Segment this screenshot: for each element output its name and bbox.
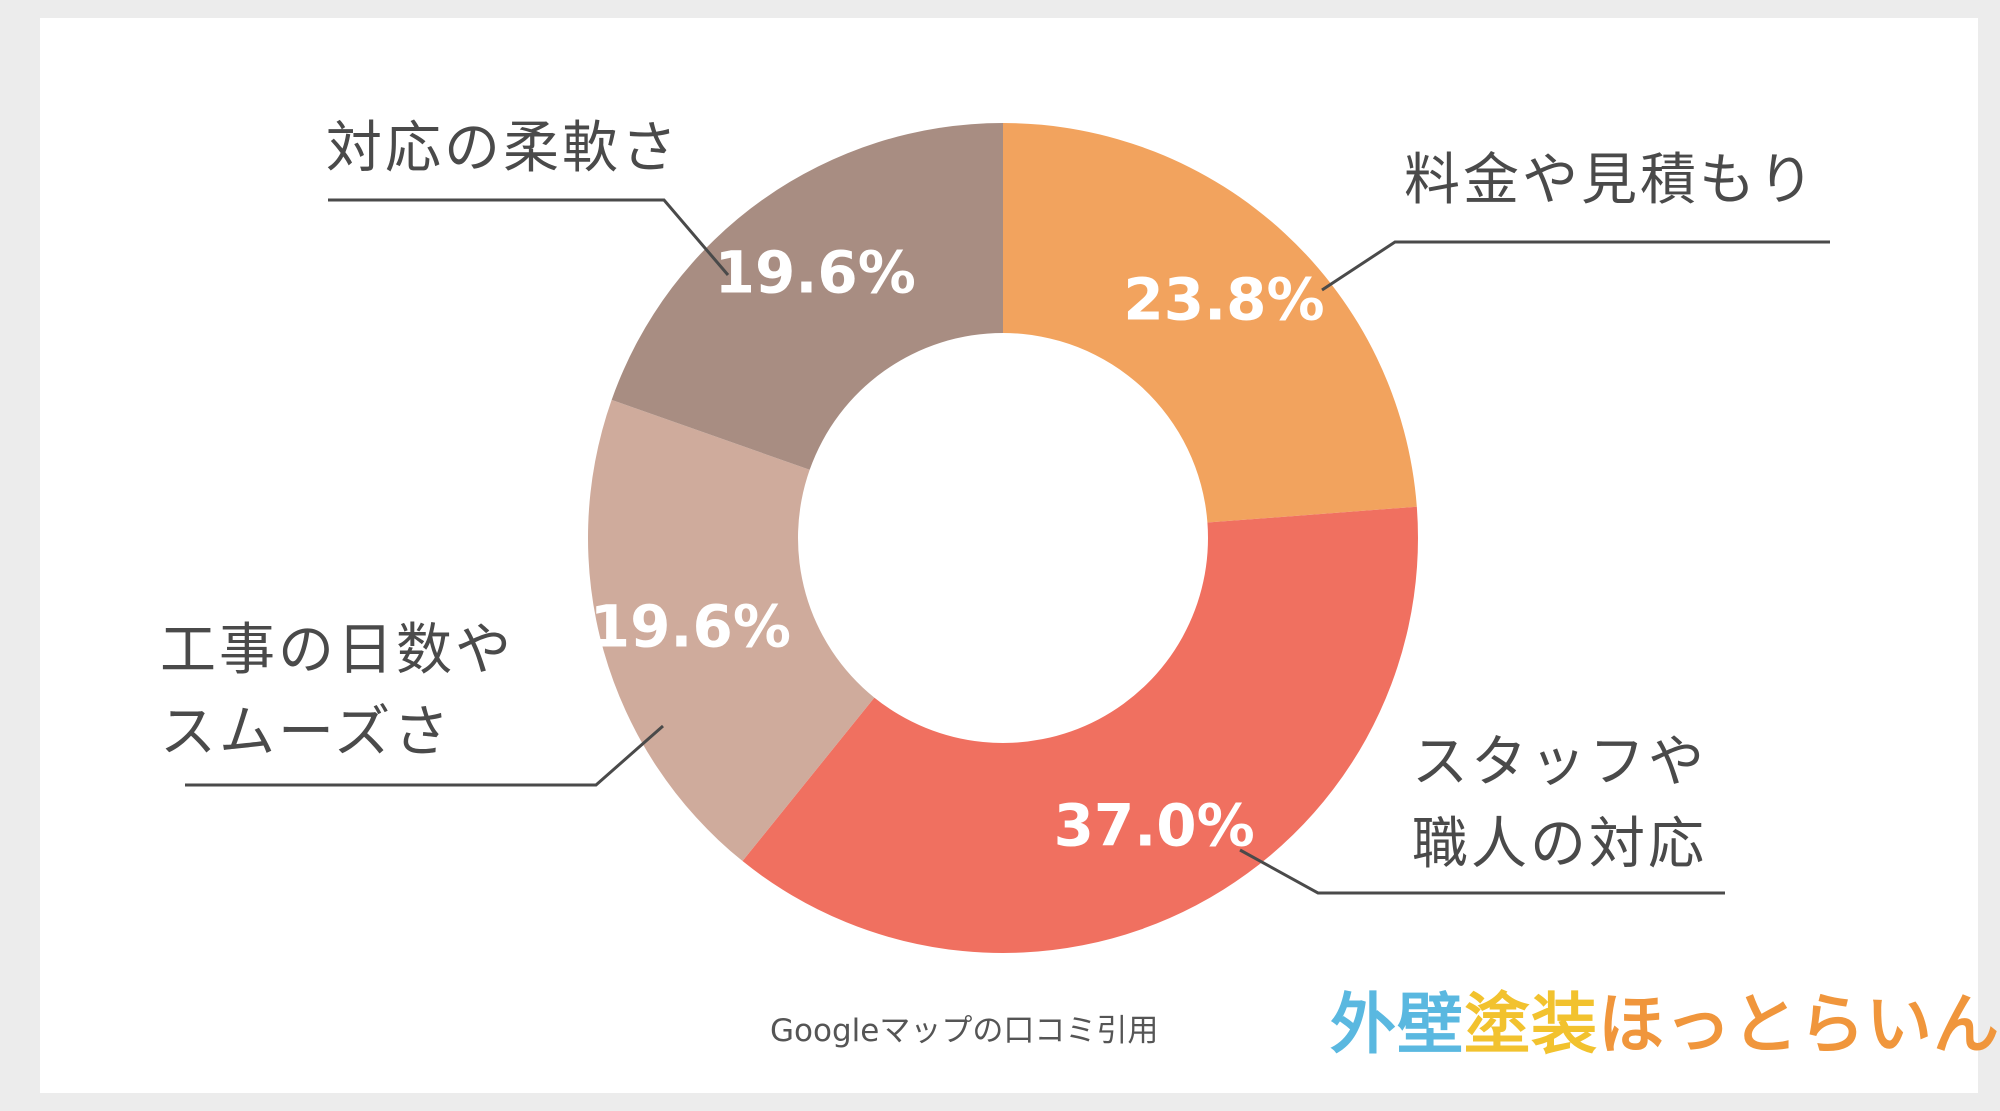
logo-part-2: 塗装 bbox=[1464, 986, 1598, 1063]
logo-part-3: ほっとらいん bbox=[1598, 986, 2000, 1063]
percent-label-flexibility: 19.6% bbox=[715, 239, 916, 307]
percent-label-pricing: 23.8% bbox=[1123, 266, 1324, 334]
category-label-line: スムーズさ bbox=[160, 700, 453, 765]
slice-pricing bbox=[1003, 123, 1417, 523]
slice-flexibility bbox=[611, 123, 1003, 470]
category-label-schedule: 工事の日数や スムーズさ bbox=[160, 610, 514, 774]
percent-label-schedule: 19.6% bbox=[590, 593, 791, 661]
leader-line-staff bbox=[1239, 848, 1725, 895]
category-label-line: スタッフや bbox=[1412, 730, 1707, 795]
leader-line-flexibility bbox=[328, 198, 730, 276]
category-label-line: 工事の日数や bbox=[160, 618, 514, 683]
category-label-staff: スタッフや職人の対応 bbox=[1412, 722, 1707, 886]
leader-line-pricing bbox=[1321, 240, 1830, 292]
category-label-line: 職人の対応 bbox=[1412, 812, 1707, 877]
category-label-pricing: 料金や見積もり bbox=[1404, 148, 1817, 213]
percentage-labels: 23.8% 37.0% 19.6% 19.6% bbox=[590, 239, 1325, 860]
slice-staff bbox=[742, 506, 1418, 954]
brand-logo: 外壁塗装ほっとらいん bbox=[1330, 985, 2000, 1065]
percent-label-staff: 37.0% bbox=[1054, 792, 1255, 860]
leader-line-schedule bbox=[185, 724, 664, 787]
logo-part-1: 外壁 bbox=[1330, 986, 1464, 1063]
category-label-flexibility: 対応の柔軟さ bbox=[326, 116, 680, 181]
donut-slices bbox=[587, 123, 1418, 954]
slice-schedule bbox=[587, 399, 875, 862]
source-note: Googleマップの口コミ引用 bbox=[770, 1013, 1159, 1049]
leader-lines bbox=[185, 198, 1830, 895]
